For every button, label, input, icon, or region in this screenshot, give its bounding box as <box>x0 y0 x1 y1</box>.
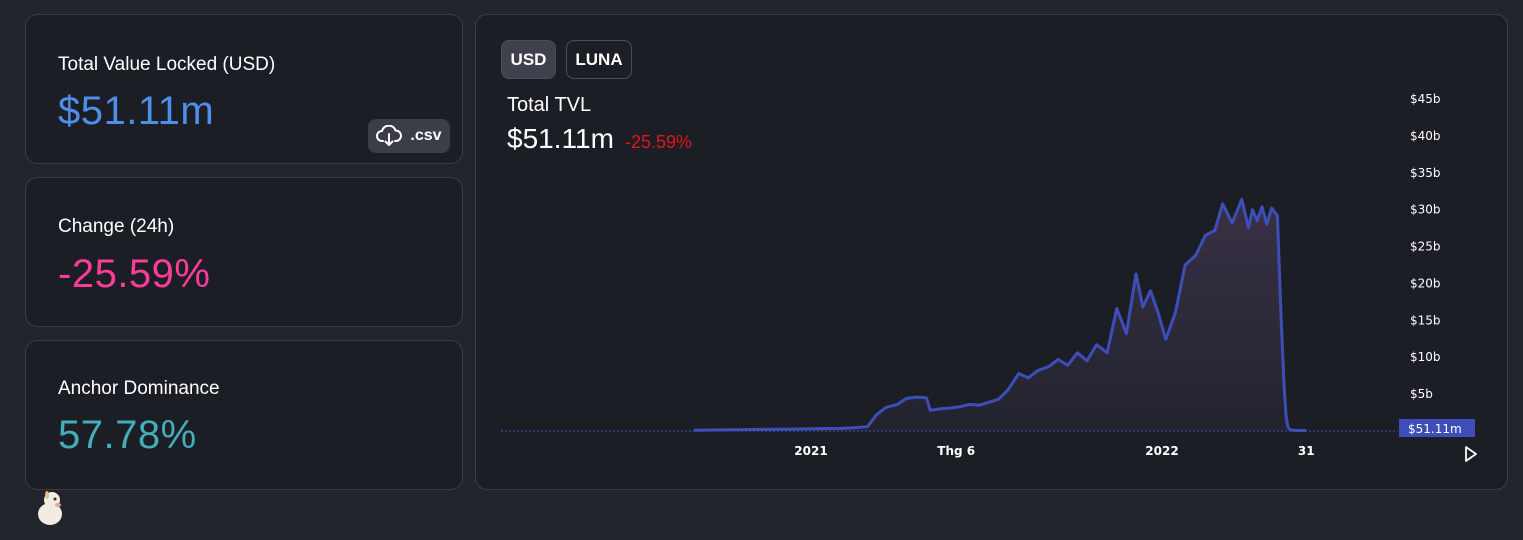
y-tick-label: $30b <box>1410 203 1441 217</box>
llama-mascot-icon <box>38 491 62 525</box>
change-label: Change (24h) <box>58 216 175 237</box>
chart-title: Total TVL <box>507 94 592 116</box>
change-card: Change (24h) -25.59% <box>25 177 463 327</box>
current-value-label: $51.11m <box>1408 422 1462 436</box>
dominance-card: Anchor Dominance 57.78% <box>25 340 463 490</box>
y-tick-label: $10b <box>1410 350 1441 364</box>
chart-panel: USD LUNA Total TVL $51.11m -25.59% $5b $1… <box>475 14 1508 490</box>
play-icon[interactable] <box>1463 445 1479 463</box>
chart-change: -25.59% <box>625 132 693 152</box>
y-tick-label: $40b <box>1410 129 1441 143</box>
x-tick-label: Thg 6 <box>937 444 975 458</box>
x-tick-label: 2022 <box>1145 444 1178 458</box>
tvl-card: Total Value Locked (USD) $51.11m .csv <box>25 14 463 164</box>
y-tick-label: $25b <box>1410 240 1441 254</box>
dominance-label: Anchor Dominance <box>58 378 220 399</box>
tvl-chart[interactable]: $5b $10b $15b $20b $25b $30b $35b $40b $45b 2021… <box>476 15 1507 489</box>
tvl-value: $51.11m <box>58 89 215 133</box>
usd-toggle-button[interactable]: USD <box>501 40 556 79</box>
current-value-badge <box>1399 419 1475 437</box>
cloud-download-icon <box>376 125 403 146</box>
y-tick-label: $5b <box>1410 387 1433 401</box>
dominance-value: 57.78% <box>58 413 197 457</box>
tvl-line <box>693 197 1307 433</box>
chart-value: $51.11m <box>507 123 614 154</box>
download-csv-button[interactable]: .csv <box>368 119 450 153</box>
csv-label: .csv <box>410 127 442 144</box>
y-tick-label: $20b <box>1410 276 1441 290</box>
y-tick-label: $45b <box>1410 92 1441 106</box>
luna-toggle-button[interactable]: LUNA <box>566 40 632 79</box>
change-value: -25.59% <box>58 252 211 296</box>
x-tick-label: 31 <box>1298 444 1315 458</box>
tvl-area <box>693 199 1307 431</box>
y-tick-label: $35b <box>1410 166 1441 180</box>
x-tick-label: 2021 <box>794 444 827 458</box>
y-tick-label: $15b <box>1410 313 1441 327</box>
tvl-label: Total Value Locked (USD) <box>58 54 276 75</box>
